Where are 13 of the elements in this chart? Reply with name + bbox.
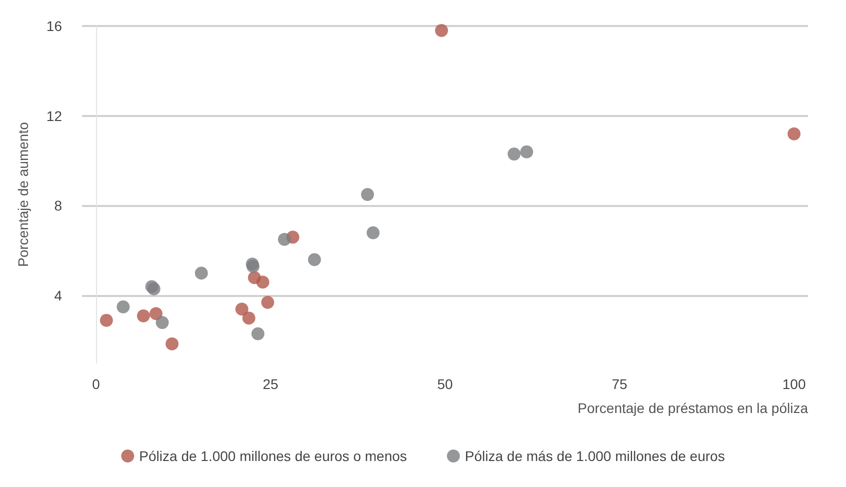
x-tick-label: 50 (437, 376, 453, 392)
x-tick-label: 0 (92, 376, 100, 392)
y-tick-label: 4 (54, 288, 62, 304)
legend-label: Póliza de más de 1.000 millones de euros (464, 448, 725, 464)
x-tick-label: 100 (782, 376, 806, 392)
y-tick-label: 12 (46, 108, 62, 124)
y-tick-label: 16 (46, 18, 62, 34)
x-tick-label: 25 (262, 376, 278, 392)
y-axis-title: Porcentaje de aumento (15, 122, 31, 267)
y-tick-label: 8 (54, 198, 62, 214)
x-tick-label: 75 (612, 376, 628, 392)
legend-label: Póliza de 1.000 millones de euros o menos (139, 448, 407, 464)
x-axis-title: Porcentaje de préstamos en la póliza (578, 400, 808, 416)
